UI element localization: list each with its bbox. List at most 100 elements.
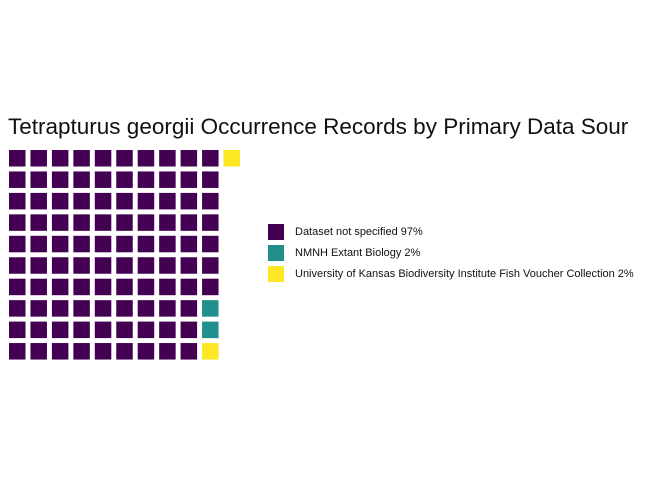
waffle-cell-series-0 bbox=[202, 278, 219, 296]
waffle-cell-series-0 bbox=[73, 192, 90, 210]
waffle-cell-series-0 bbox=[116, 214, 133, 231]
waffle-cell-series-0 bbox=[9, 278, 26, 296]
waffle-cell-series-0 bbox=[9, 343, 26, 360]
waffle-cell-series-0 bbox=[180, 257, 198, 274]
waffle-cell-series-0 bbox=[73, 343, 90, 360]
legend-swatch bbox=[268, 244, 284, 261]
waffle-cell-series-0 bbox=[9, 321, 26, 339]
waffle-cell-series-0 bbox=[73, 300, 90, 317]
waffle-cell-series-0 bbox=[30, 257, 47, 274]
waffle-cell-series-2 bbox=[223, 150, 240, 167]
waffle-cell-series-0 bbox=[51, 300, 69, 317]
waffle-cell-series-0 bbox=[73, 278, 90, 296]
waffle-cell-series-0 bbox=[73, 235, 90, 253]
waffle-cell-series-0 bbox=[73, 171, 90, 188]
waffle-cell-series-0 bbox=[9, 150, 26, 167]
waffle-cell-series-0 bbox=[51, 235, 69, 253]
waffle-cell-series-0 bbox=[180, 300, 198, 317]
waffle-chart bbox=[9, 150, 240, 360]
waffle-cell-series-0 bbox=[94, 321, 112, 339]
waffle-cell-series-0 bbox=[94, 214, 112, 231]
waffle-cell-series-0 bbox=[137, 343, 155, 360]
waffle-cell-series-0 bbox=[137, 214, 155, 231]
waffle-cell-series-0 bbox=[137, 321, 155, 339]
waffle-cell-series-0 bbox=[30, 192, 47, 210]
waffle-cell-series-0 bbox=[30, 300, 47, 317]
waffle-cell-series-0 bbox=[180, 171, 198, 188]
waffle-cell-series-0 bbox=[94, 278, 112, 296]
waffle-cell-series-0 bbox=[202, 150, 219, 167]
waffle-cell-series-0 bbox=[159, 150, 176, 167]
legend-label: University of Kansas Biodiversity Instit… bbox=[295, 267, 634, 280]
waffle-cell-series-0 bbox=[159, 235, 176, 253]
waffle-cell-series-0 bbox=[9, 235, 26, 253]
waffle-cell-series-0 bbox=[94, 171, 112, 188]
waffle-cell-series-0 bbox=[202, 192, 219, 210]
chart-title: Tetrapturus georgii Occurrence Records b… bbox=[8, 114, 629, 139]
waffle-cell-series-0 bbox=[51, 278, 69, 296]
legend-item-dataset-not-specified: Dataset not specified 97% bbox=[268, 221, 634, 242]
waffle-cell-series-0 bbox=[30, 214, 47, 231]
waffle-cell-series-0 bbox=[180, 343, 198, 360]
waffle-cell-series-0 bbox=[159, 300, 176, 317]
legend: Dataset not specified 97% NMNH Extant Bi… bbox=[268, 221, 634, 284]
waffle-cell-series-0 bbox=[73, 321, 90, 339]
waffle-cell-series-0 bbox=[116, 257, 133, 274]
legend-label: Dataset not specified 97% bbox=[295, 225, 423, 238]
legend-item-kansas: University of Kansas Biodiversity Instit… bbox=[268, 263, 634, 284]
waffle-cell-series-0 bbox=[159, 192, 176, 210]
waffle-cell-series-0 bbox=[30, 235, 47, 253]
waffle-cell-series-0 bbox=[202, 235, 219, 253]
waffle-cell-series-0 bbox=[137, 235, 155, 253]
waffle-cell-series-0 bbox=[30, 278, 47, 296]
waffle-cell-series-0 bbox=[137, 257, 155, 274]
waffle-cell-series-0 bbox=[51, 321, 69, 339]
waffle-cell-series-1 bbox=[202, 300, 219, 317]
waffle-cell-series-0 bbox=[116, 343, 133, 360]
waffle-cell-series-0 bbox=[159, 257, 176, 274]
waffle-cell-series-0 bbox=[159, 343, 176, 360]
waffle-cell-series-0 bbox=[180, 235, 198, 253]
waffle-cell-series-0 bbox=[51, 150, 69, 167]
waffle-cell-series-0 bbox=[9, 214, 26, 231]
waffle-cell-series-0 bbox=[180, 321, 198, 339]
waffle-cell-series-0 bbox=[51, 257, 69, 274]
waffle-cell-series-0 bbox=[94, 192, 112, 210]
waffle-cell-series-0 bbox=[51, 343, 69, 360]
waffle-cell-series-0 bbox=[159, 214, 176, 231]
waffle-cell-series-0 bbox=[73, 150, 90, 167]
waffle-cell-series-0 bbox=[9, 257, 26, 274]
waffle-cell-series-0 bbox=[30, 150, 47, 167]
waffle-cell-series-0 bbox=[202, 171, 219, 188]
waffle-cell-series-0 bbox=[202, 214, 219, 231]
waffle-cell-series-2 bbox=[202, 343, 219, 360]
waffle-cell-series-0 bbox=[137, 171, 155, 188]
waffle-cell-series-0 bbox=[116, 300, 133, 317]
waffle-cell-series-0 bbox=[73, 257, 90, 274]
waffle-cell-series-0 bbox=[116, 171, 133, 188]
waffle-cell-series-1 bbox=[202, 321, 219, 339]
legend-item-nmnh: NMNH Extant Biology 2% bbox=[268, 242, 634, 263]
waffle-cell-series-0 bbox=[9, 192, 26, 210]
waffle-cell-series-0 bbox=[94, 300, 112, 317]
waffle-cell-series-0 bbox=[137, 192, 155, 210]
legend-swatch bbox=[268, 223, 284, 240]
waffle-cell-series-0 bbox=[116, 278, 133, 296]
waffle-cell-series-0 bbox=[9, 300, 26, 317]
waffle-cell-series-0 bbox=[30, 343, 47, 360]
waffle-cell-series-0 bbox=[137, 150, 155, 167]
waffle-cell-series-0 bbox=[159, 171, 176, 188]
waffle-cell-series-0 bbox=[51, 214, 69, 231]
waffle-cell-series-0 bbox=[94, 150, 112, 167]
legend-label: NMNH Extant Biology 2% bbox=[295, 246, 421, 259]
waffle-cell-series-0 bbox=[116, 235, 133, 253]
waffle-cell-series-0 bbox=[116, 192, 133, 210]
waffle-cell-series-0 bbox=[137, 278, 155, 296]
waffle-cell-series-0 bbox=[116, 150, 133, 167]
waffle-cell-series-0 bbox=[94, 257, 112, 274]
waffle-cell-series-0 bbox=[51, 171, 69, 188]
waffle-cell-series-0 bbox=[159, 278, 176, 296]
legend-swatch bbox=[268, 265, 284, 282]
waffle-cell-series-0 bbox=[180, 192, 198, 210]
waffle-cell-series-0 bbox=[202, 257, 219, 274]
